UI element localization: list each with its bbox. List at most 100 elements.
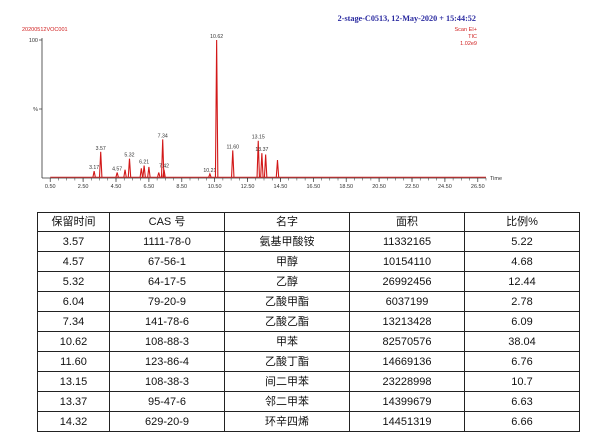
scan-mode: Scan EI+ <box>454 27 477 33</box>
table-row: 7.34 141-78-6 乙酸乙酯 13213428 6.09 <box>37 311 580 332</box>
peak <box>208 172 212 178</box>
table-cell: 95-47-6 <box>109 391 225 412</box>
x-tick-label: 0.50 <box>45 184 56 190</box>
table-body: 3.57 1111-78-0 氨基甲酸铵 11332165 5.22 4.57 67-56-… <box>37 231 580 432</box>
sample-id: 20200512VOC001 <box>22 27 68 33</box>
table-cell: 10.62 <box>37 331 110 352</box>
peak-label: 13.15 <box>252 135 265 141</box>
table-cell: 6.76 <box>464 351 580 372</box>
x-tick-label: 2.50 <box>78 184 89 190</box>
y-tick-label: % <box>33 107 38 113</box>
table-cell: 14669136 <box>349 351 465 372</box>
table-cell: 14399679 <box>349 391 465 412</box>
table-row: 13.15 108-38-3 间二甲苯 23228998 10.7 <box>37 371 580 392</box>
x-tick-label: 16.50 <box>306 184 320 190</box>
table-cell: 11.60 <box>37 351 110 372</box>
table-cell: 108-88-3 <box>109 331 225 352</box>
table-cell: 14.32 <box>37 411 110 432</box>
table-header-row: 保留时间 CAS 号名字 面积 比例% <box>37 212 580 232</box>
peak <box>231 150 235 178</box>
table-cell: 67-56-1 <box>109 251 225 272</box>
minor-peak <box>139 168 144 178</box>
table-cell: 1111-78-0 <box>109 231 225 252</box>
compound-table: 保留时间 CAS 号名字 面积 比例% 3.57 1111-78-0 氨基甲酸铵 11332… <box>37 212 580 432</box>
x-tick-label: 22.50 <box>405 184 419 190</box>
x-tick-label: 12.50 <box>241 184 255 190</box>
peak <box>162 169 166 178</box>
peak <box>256 140 260 178</box>
table-cell: 108-38-3 <box>109 371 225 392</box>
minor-peak <box>123 169 127 178</box>
peak <box>98 151 103 178</box>
table-row: 14.32 629-20-9 环辛四烯 14451319 6.66 <box>37 411 580 432</box>
table-cell: 乙酸甲酯 <box>224 291 350 312</box>
table-cell: 甲苯 <box>224 331 350 352</box>
run-title: 2-stage-C0513, 12-May-2020 + 15:44:52 <box>337 14 476 23</box>
x-tick-label: 8.50 <box>176 184 187 190</box>
table-cell: 10154110 <box>349 251 465 272</box>
trace-type: TIC <box>468 34 477 40</box>
peak-label: 5.32 <box>124 153 134 159</box>
column-header: 名字 <box>224 212 350 232</box>
minor-peak <box>263 154 268 178</box>
peak <box>260 153 264 178</box>
x-tick-label: 20.50 <box>372 184 386 190</box>
column-header: 保留时间 <box>37 212 110 232</box>
table-row: 3.57 1111-78-0 氨基甲酸铵 11332165 5.22 <box>37 231 580 252</box>
y-tick-label: 100 <box>29 38 38 44</box>
table-cell: 间二甲苯 <box>224 371 350 392</box>
table-cell: 5.32 <box>37 271 110 292</box>
peak-label: 13.37 <box>255 147 268 153</box>
table-row: 6.04 79-20-9 乙酸甲酯 6037199 2.78 <box>37 291 580 312</box>
table-cell: 7.34 <box>37 311 110 332</box>
table-row: 5.32 64-17-5 乙醇 26992456 12.44 <box>37 271 580 292</box>
x-tick-label: 26.50 <box>471 184 485 190</box>
column-header: 比例% <box>464 212 580 232</box>
peak <box>214 39 219 178</box>
table-cell: 26992456 <box>349 271 465 292</box>
table-cell: 邻二甲苯 <box>224 391 350 412</box>
table-cell: 38.04 <box>464 331 580 352</box>
peak <box>160 139 165 178</box>
x-tick-label: 14.50 <box>274 184 288 190</box>
peak-label: 10.21 <box>203 168 216 174</box>
table-cell: 乙酸丁酯 <box>224 351 350 372</box>
x-tick-label: 18.50 <box>339 184 353 190</box>
table-cell: 64-17-5 <box>109 271 225 292</box>
x-tick-label: 4.50 <box>111 184 122 190</box>
peak-label: 3.57 <box>96 146 106 152</box>
minor-peak <box>275 160 280 178</box>
table-cell: 4.57 <box>37 251 110 272</box>
table-cell: 6.66 <box>464 411 580 432</box>
peak <box>127 158 132 178</box>
peak <box>92 170 96 178</box>
table-cell: 环辛四烯 <box>224 411 350 432</box>
column-header: 面积 <box>349 212 465 232</box>
table-cell: 13213428 <box>349 311 465 332</box>
x-axis-label: Time <box>490 176 502 182</box>
table-cell: 629-20-9 <box>109 411 225 432</box>
table-cell: 6.63 <box>464 391 580 412</box>
x-tick-label: 24.50 <box>438 184 452 190</box>
table-cell: 23228998 <box>349 371 465 392</box>
table-row: 4.57 67-56-1 甲醇 10154110 4.68 <box>37 251 580 272</box>
peak-label: 11.60 <box>226 144 239 150</box>
peak-label: 4.57 <box>112 166 122 172</box>
x-tick-label: 6.50 <box>144 184 155 190</box>
peak <box>115 172 119 178</box>
chromatogram-chart: 100% 0.50 2.50 4.50 6.50 8.50 10.50 12.50 14.50 1… <box>29 34 502 190</box>
table-cell: 123-86-4 <box>109 351 225 372</box>
intensity-scale: 1.02e9 <box>460 41 477 47</box>
peak-label: 10.62 <box>210 34 223 40</box>
table-cell: 82570576 <box>349 331 465 352</box>
table-cell: 141-78-6 <box>109 311 225 332</box>
table-cell: 4.68 <box>464 251 580 272</box>
table-row: 13.37 95-47-6 邻二甲苯 14399679 6.63 <box>37 391 580 412</box>
table-cell: 11332165 <box>349 231 465 252</box>
peak <box>142 165 146 178</box>
table-cell: 2.78 <box>464 291 580 312</box>
results-table: 保留时间 CAS 号名字 面积 比例% 3.57 1111-78-0 氨基甲酸铵 11332… <box>37 212 580 432</box>
table-cell: 14451319 <box>349 411 465 432</box>
column-header: CAS 号 <box>109 212 225 232</box>
table-cell: 3.57 <box>37 231 110 252</box>
